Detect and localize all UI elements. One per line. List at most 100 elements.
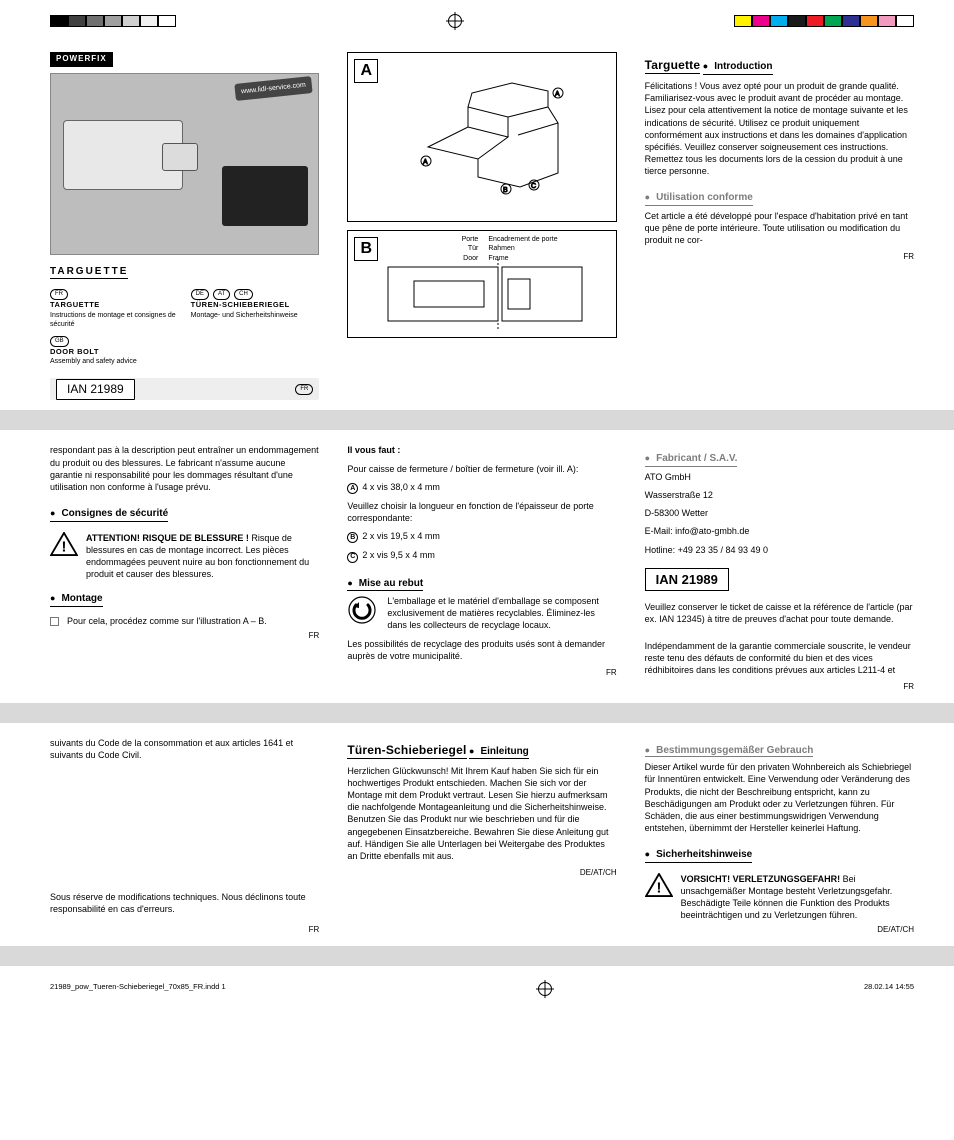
- ian-box: IAN 21989: [645, 568, 729, 592]
- checkbox-icon: [50, 617, 59, 626]
- crosshair-icon: [448, 14, 462, 28]
- brand-badge: POWERFIX: [50, 52, 113, 67]
- crosshair-foot-icon: [538, 982, 552, 996]
- svg-text:C: C: [531, 183, 536, 190]
- h-bestimmung: Bestimmungsgemäßer Gebrauch: [645, 745, 814, 758]
- fab-l5: Hotline: +49 23 35 / 84 93 49 0: [645, 544, 914, 556]
- need-h: Il vous faut :: [347, 445, 400, 455]
- lang-gb: GB DOOR BOLT Assembly and safety advice: [50, 336, 179, 367]
- warning-text-de: VORSICHT! VERLETZUNGSGEFAHR! Bei unsachg…: [681, 873, 914, 922]
- inset-thumb: [222, 166, 308, 226]
- h-rebut: Mise au rebut: [347, 577, 423, 592]
- page-lang-de-1: DE/AT/CH: [347, 868, 616, 879]
- lang-fr-name: TARGUETTE: [50, 300, 100, 309]
- lang-gb-name: DOOR BOLT: [50, 347, 99, 356]
- legend-r0: Encadrement de porte: [488, 236, 557, 243]
- pill-fr: FR: [50, 289, 68, 300]
- h-introduction: Introduction: [703, 60, 773, 75]
- diagram-b-drawing: [384, 259, 594, 329]
- foot-right: 28.02.14 14:55: [864, 982, 914, 996]
- h-utilisation: Utilisation conforme: [645, 191, 753, 206]
- circ-a-icon: A: [347, 483, 358, 494]
- lang-fr: FR TARGUETTE Instructions de montage et …: [50, 289, 179, 329]
- r3c3: Bestimmungsgemäßer Gebrauch Dieser Artik…: [645, 737, 914, 936]
- warning-de: ! VORSICHT! VERLETZUNGSGEFAHR! Bei unsac…: [645, 873, 914, 922]
- lang-de-sub: Montage- und Sicherheitshinweise: [191, 312, 298, 319]
- fab-p2: Indépendamment de la garantie commercial…: [645, 640, 914, 676]
- bestimmung-p: Dieser Artikel wurde für den privaten Wo…: [645, 761, 914, 834]
- p-cont: respondant pas à la description peut ent…: [50, 444, 319, 493]
- r3c1-p1: suivants du Code de la consommation et a…: [50, 737, 319, 761]
- page-lang-fr-2: FR: [50, 631, 319, 642]
- page-lang-fr-1: FR: [645, 252, 914, 263]
- recycle-text: L'emballage et le matériel d'emballage s…: [387, 595, 616, 631]
- recycle-block: L'emballage et le matériel d'emballage s…: [347, 595, 616, 637]
- diagram-a: A A B C A: [347, 52, 616, 222]
- diagram-b: B Porte Tür Door Encadrement de porte Ra…: [347, 230, 616, 338]
- h-einleitung: Einleitung: [469, 745, 529, 760]
- page-lang-fr-5: FR: [50, 925, 319, 936]
- warning-icon: !: [50, 532, 78, 556]
- fab-l4: E-Mail: info@ato-gmbh.de: [645, 525, 914, 537]
- warning-icon-de: !: [645, 873, 673, 897]
- need-A: A4 x vis 38,0 x 4 mm: [347, 481, 616, 494]
- r2c1: respondant pas à la description peut ent…: [50, 444, 319, 692]
- print-registration-bar: [50, 10, 914, 32]
- r3c1-p2: Sous réserve de modifications techniques…: [50, 891, 319, 915]
- r2c2: Il vous faut : Pour caisse de fermeture …: [347, 444, 616, 692]
- ian-lang-pill: FR: [295, 384, 313, 395]
- cover-panel: POWERFIX www.lidl-service.com TARGUETTE …: [50, 52, 319, 400]
- h-sicherheit: Sicherheitshinweise: [645, 848, 753, 863]
- h-fabricant: Fabricant / S.A.V.: [645, 452, 738, 467]
- svg-text:A: A: [555, 91, 560, 98]
- recycle-icon: [347, 595, 377, 625]
- pill-de: DE: [191, 289, 209, 300]
- warning-fr: ! ATTENTION! RISQUE DE BLESSURE ! Risque…: [50, 532, 319, 581]
- diagram-a-drawing: A B C A: [408, 67, 588, 207]
- grey-divider-1: [0, 410, 954, 430]
- need-B: B2 x vis 19,5 x 4 mm: [347, 530, 616, 543]
- fab-l1: ATO GmbH: [645, 471, 914, 483]
- need-C: C2 x vis 9,5 x 4 mm: [347, 549, 616, 562]
- ian-number: IAN 21989: [56, 379, 135, 399]
- h-consignes: Consignes de sécurité: [50, 507, 168, 522]
- montage-step: Pour cela, procédez comme sur l'illustra…: [50, 615, 319, 627]
- grey-divider-3: [0, 946, 954, 966]
- language-blocks: FR TARGUETTE Instructions de montage et …: [50, 289, 319, 366]
- title-schieberiegel: Türen-Schieberiegel: [347, 742, 466, 759]
- title-targuette: Targuette: [645, 57, 701, 74]
- fab-l2: Wasserstraße 12: [645, 489, 914, 501]
- legend-l1: Tür: [468, 245, 479, 252]
- warning-text-fr: ATTENTION! RISQUE DE BLESSURE ! Risque d…: [86, 532, 319, 581]
- swatches-right: [734, 15, 914, 27]
- page-lang-fr-4: FR: [645, 682, 914, 693]
- need-l2: Veuillez choisir la longueur en fonction…: [347, 500, 616, 524]
- fab-p1: Veuillez conserver le ticket de caisse e…: [645, 601, 914, 625]
- ian-bar: IAN 21989 FR: [50, 378, 319, 400]
- row-3: suivants du Code de la consommation et a…: [50, 737, 914, 936]
- p-introduction: Félicitations ! Vous avez opté pour un p…: [645, 80, 914, 177]
- lang-de-name: TÜREN-SCHIEBERIEGEL: [191, 300, 290, 309]
- fab-l3: D-58300 Wetter: [645, 507, 914, 519]
- url-ribbon: www.lidl-service.com: [235, 76, 313, 101]
- recycle-text2: Les possibilités de recyclage des produi…: [347, 638, 616, 662]
- einleitung-p: Herzlichen Glückwunsch! Mit Ihrem Kauf h…: [347, 765, 616, 862]
- diagram-b-label: B: [354, 237, 378, 261]
- page: POWERFIX www.lidl-service.com TARGUETTE …: [0, 0, 954, 1006]
- cover-title: TARGUETTE: [50, 265, 128, 280]
- svg-text:!: !: [656, 880, 661, 896]
- circ-b-icon: B: [347, 532, 358, 543]
- warn-bold-de: VORSICHT! VERLETZUNGSGEFAHR!: [681, 874, 841, 884]
- lang-fr-sub: Instructions de montage et consignes de …: [50, 312, 176, 328]
- row-1: POWERFIX www.lidl-service.com TARGUETTE …: [50, 52, 914, 400]
- legend-r1: Rahmen: [488, 245, 514, 252]
- diagram-a-label: A: [354, 59, 378, 83]
- pill-ch: CH: [234, 289, 253, 300]
- bolt-shape: [63, 120, 183, 190]
- lang-gb-sub: Assembly and safety advice: [50, 358, 137, 365]
- page-lang-fr-3: FR: [347, 668, 616, 679]
- need-l1: Pour caisse de fermeture / boîtier de fe…: [347, 463, 616, 475]
- page-lang-de-2: DE/AT/CH: [645, 925, 914, 936]
- svg-text:!: !: [62, 539, 67, 555]
- lang-de: DE AT CH TÜREN-SCHIEBERIEGEL Montage- un…: [191, 289, 320, 329]
